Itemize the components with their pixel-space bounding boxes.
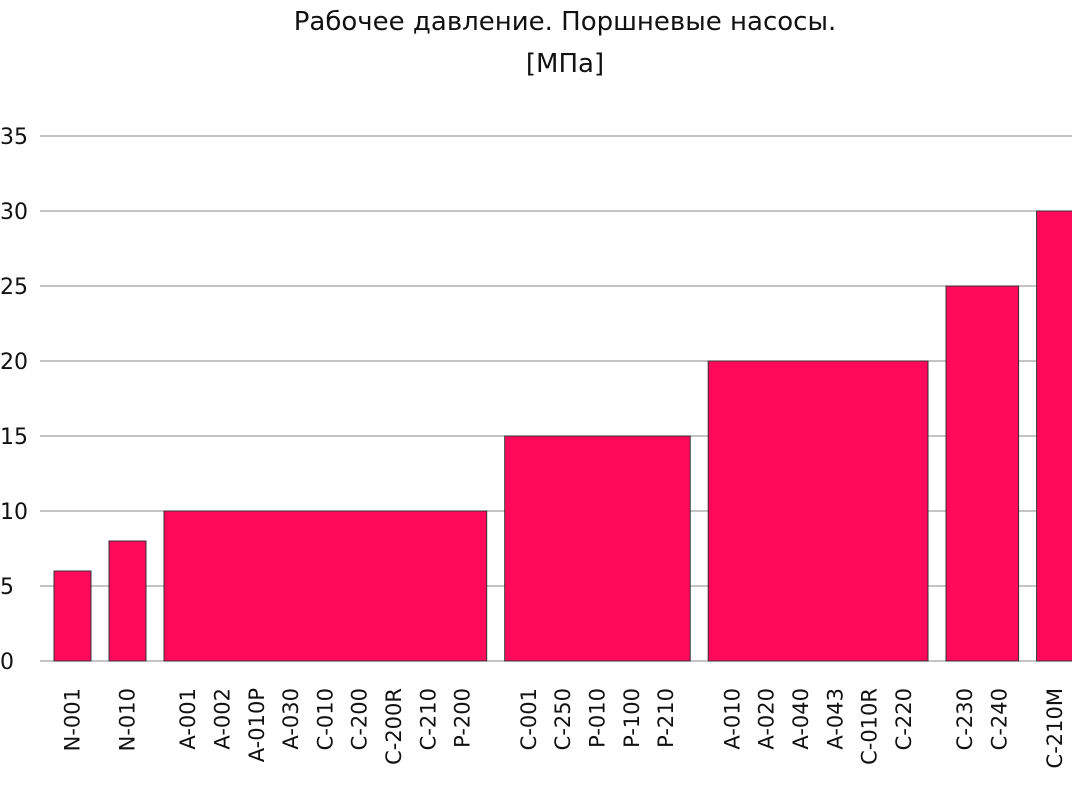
y-tick-label: 20 xyxy=(0,350,28,375)
y-tick-label: 25 xyxy=(0,275,28,300)
x-tick-label: C-001 xyxy=(517,688,541,750)
x-tick-label: A-002 xyxy=(210,688,234,750)
x-tick-label: C-220 xyxy=(892,688,916,750)
x-tick-label: C-010R xyxy=(858,688,882,765)
bar xyxy=(108,540,147,662)
x-tick-label: C-250 xyxy=(551,688,575,750)
x-tick-label: A-001 xyxy=(176,688,200,750)
bar xyxy=(163,510,488,662)
y-tick-label: 35 xyxy=(0,125,28,150)
chart-title: Рабочее давление. Поршневые насосы. xyxy=(294,7,837,37)
x-tick-label: C-010 xyxy=(313,688,337,750)
y-tick-labels: 0 5 10 15 20 25 30 35 xyxy=(0,125,28,675)
x-tick-label: A-010P xyxy=(245,688,269,762)
x-tick-label: N-010 xyxy=(116,688,140,751)
x-tick-label: C-200 xyxy=(348,688,372,750)
x-tick-label: A-010 xyxy=(720,688,744,750)
x-tick-label: C-210 xyxy=(416,688,440,750)
y-tick-label: 10 xyxy=(0,500,28,525)
chart-subtitle: [МПа] xyxy=(526,49,604,79)
y-tick-label: 15 xyxy=(0,425,28,450)
x-tick-label: C-240 xyxy=(987,688,1011,750)
y-tick-label: 0 xyxy=(0,650,14,675)
x-tick-label: C-210M xyxy=(1043,688,1067,768)
y-tick-label: 30 xyxy=(0,200,28,225)
x-tick-label: A-020 xyxy=(755,688,779,750)
x-tick-labels: N-001 N-010 A-001 A-002 A-010P A-030 C-010 C-20… xyxy=(61,688,1068,768)
x-tick-label: P-210 xyxy=(654,688,678,748)
x-tick-label: C-230 xyxy=(953,688,977,750)
x-tick-label: A-040 xyxy=(789,688,813,750)
bar xyxy=(1036,210,1072,662)
x-tick-label: C-200R xyxy=(382,688,406,765)
x-tick-label: P-010 xyxy=(585,688,609,748)
bar xyxy=(504,435,691,662)
bar xyxy=(707,360,929,662)
bar xyxy=(945,285,1020,662)
x-tick-label: P-200 xyxy=(451,688,475,748)
x-tick-label: A-030 xyxy=(279,688,303,750)
x-tick-label: P-100 xyxy=(620,688,644,748)
x-tick-label: A-043 xyxy=(823,688,847,750)
y-tick-label: 5 xyxy=(0,575,14,600)
x-tick-label: N-001 xyxy=(61,688,85,751)
bars xyxy=(53,210,1072,662)
bar xyxy=(53,570,92,662)
